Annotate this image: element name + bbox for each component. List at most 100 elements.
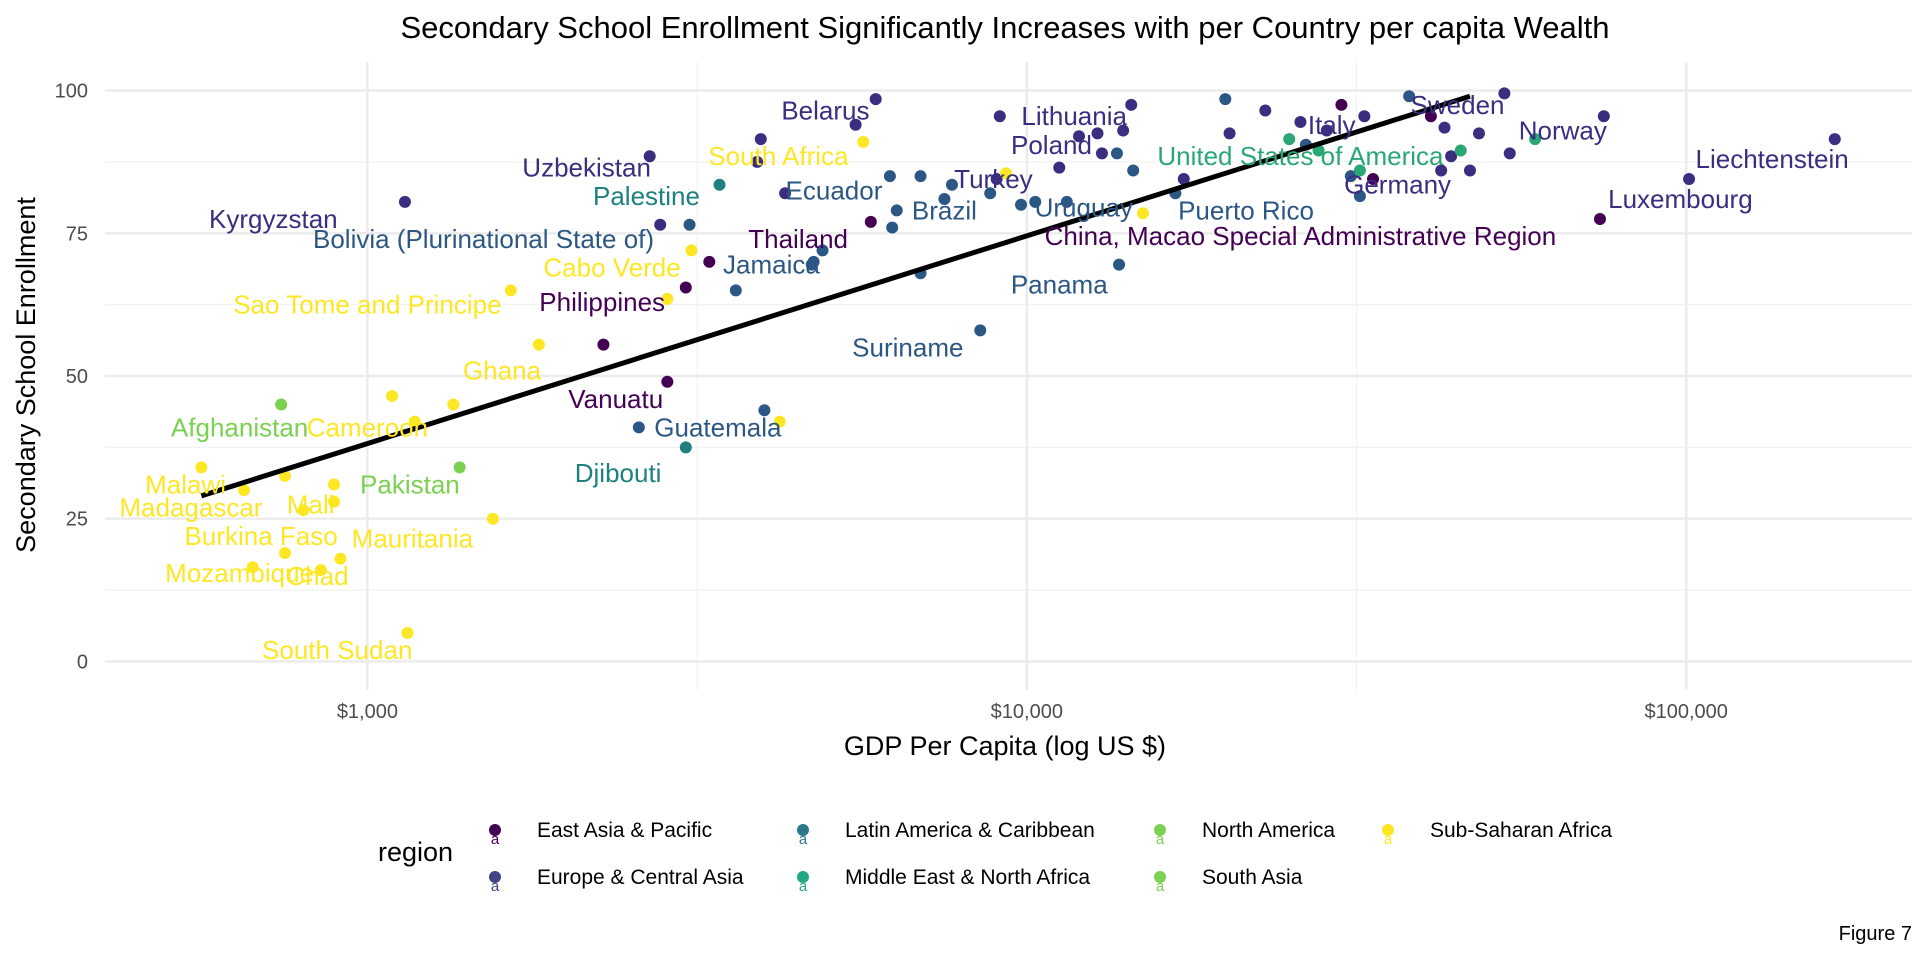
data-point: [679, 281, 692, 294]
point-label: Uruguay: [1035, 193, 1133, 223]
point-label: Pakistan: [360, 469, 460, 499]
legend-swatch-point: [797, 871, 809, 883]
data-point: [886, 221, 899, 234]
point-label: Belarus: [781, 96, 869, 126]
data-point: [1117, 124, 1130, 137]
point-label: Luxembourg: [1608, 184, 1753, 214]
data-point: [779, 187, 792, 200]
data-point: [1177, 173, 1190, 186]
data-point: [1113, 258, 1126, 271]
data-point: [275, 398, 288, 411]
data-point: [447, 398, 460, 411]
data-point: [1320, 124, 1333, 137]
x-tick-label: $100,000: [1644, 701, 1727, 723]
legend-entry-label: Middle East & North Africa: [845, 866, 1090, 889]
data-point: [238, 484, 251, 497]
legend-entry-label: Latin America & Caribbean: [845, 819, 1095, 842]
y-axis-title: Secondary School Enrollment: [11, 197, 41, 553]
legend-entry-label: North America: [1202, 819, 1335, 842]
data-point: [1445, 150, 1458, 163]
data-point: [1529, 133, 1542, 146]
legend-swatch-glyph: a: [1384, 831, 1393, 848]
legend-swatch-glyph: a: [491, 878, 500, 895]
data-point: [1454, 144, 1467, 157]
data-point: [1503, 147, 1516, 160]
point-label: Norway: [1519, 116, 1607, 146]
data-point: [1335, 98, 1348, 111]
data-point: [729, 284, 742, 297]
data-point: [1498, 87, 1511, 100]
data-point: [297, 504, 310, 517]
data-point: [1073, 130, 1086, 143]
data-point: [401, 626, 414, 639]
data-point: [1463, 164, 1476, 177]
y-tick-label: 100: [55, 81, 88, 103]
chart-title: Secondary School Enrollment Significantl…: [400, 10, 1609, 45]
data-point: [1136, 207, 1149, 220]
gridlines: [105, 62, 1912, 690]
point-label: Burkina Faso: [185, 521, 338, 551]
legend-entry-label: Europe & Central Asia: [537, 866, 744, 889]
data-point: [1828, 133, 1841, 146]
figure-caption: Figure 7: [1838, 923, 1912, 945]
data-point: [1060, 195, 1073, 208]
legend-swatch-point: [1382, 824, 1394, 836]
data-point: [1353, 164, 1366, 177]
data-point: [632, 421, 645, 434]
data-point: [1344, 170, 1357, 183]
legend-entry-label: South Asia: [1202, 866, 1303, 889]
data-point: [703, 255, 716, 268]
data-point: [1438, 121, 1451, 134]
data-point: [883, 170, 896, 183]
data-point: [195, 461, 208, 474]
data-point: [1353, 190, 1366, 203]
point-label: Cabo Verde: [543, 253, 680, 283]
point-label: Panama: [1011, 270, 1108, 300]
point-label: Italy: [1308, 110, 1356, 140]
legend-swatch-point: [489, 824, 501, 836]
point-label: Chad: [286, 561, 348, 591]
data-point: [1125, 98, 1138, 111]
data-point: [334, 552, 347, 565]
point-label: Madagascar: [119, 492, 262, 522]
legend-entry-label: Sub-Saharan Africa: [1430, 819, 1612, 842]
data-point: [974, 324, 987, 337]
legend-swatch-point: [1154, 871, 1166, 883]
point-label: Germany: [1344, 170, 1451, 200]
legend-swatch-glyph: a: [491, 831, 500, 848]
point-label: Jamaica: [723, 250, 820, 280]
data-point: [869, 93, 882, 106]
data-point: [1597, 110, 1610, 123]
data-point: [1403, 90, 1416, 103]
y-axis-ticks: 0 25 50 75 100: [55, 81, 88, 674]
x-axis-ticks: $1,000 $10,000 $100,000: [337, 701, 1728, 723]
point-label: Palestine: [593, 181, 700, 211]
data-point: [408, 415, 421, 428]
x-tick-label: $10,000: [991, 701, 1063, 723]
point-label: Mauritania: [352, 524, 474, 554]
data-point: [1091, 127, 1104, 140]
data-point: [1358, 110, 1371, 123]
point-label: Philippines: [539, 287, 665, 317]
data-point: [849, 118, 862, 131]
point-label: Lithuania: [1021, 101, 1127, 131]
legend-swatch-point: [489, 871, 501, 883]
legend-swatch-glyph: a: [799, 831, 808, 848]
point-label: Puerto Rico: [1178, 195, 1314, 225]
data-point: [1053, 161, 1066, 174]
data-point: [453, 461, 466, 474]
point-label: Guatemala: [654, 412, 782, 442]
data-point: [816, 244, 829, 257]
data-point: [758, 404, 771, 417]
data-point: [504, 284, 517, 297]
data-point: [314, 564, 327, 577]
data-point: [1593, 213, 1606, 225]
point-label: Thailand: [748, 224, 848, 254]
point-label: Vanuatu: [568, 384, 663, 414]
point-label: Turkey: [954, 164, 1033, 194]
data-point: [1127, 164, 1140, 177]
legend-swatch-glyph: a: [1156, 831, 1165, 848]
data-point: [328, 495, 341, 508]
axes: 0 25 50 75 100 $1,000 $10,000 $100,000 GDP Per…: [11, 81, 1728, 761]
data-point: [754, 133, 767, 146]
